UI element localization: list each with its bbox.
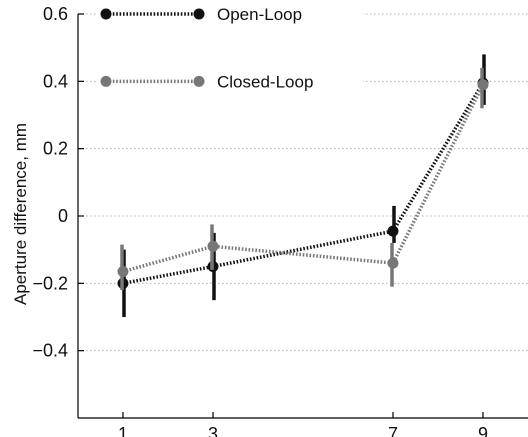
x-tick-label-0: 1: [118, 424, 128, 437]
legend: Open-Loop Closed-Loop: [98, 2, 363, 94]
y-tick-label-0: −0.4: [32, 341, 68, 361]
y-tick-label-3: 0.2: [43, 139, 68, 159]
data-point-0-2: [387, 225, 399, 237]
legend-marker-start-1: [100, 75, 112, 87]
y-tick-label-4: 0.4: [43, 71, 68, 91]
legend-background-0: [98, 2, 363, 26]
legend-marker-end-0: [193, 8, 205, 20]
legend-marker-start-0: [100, 8, 112, 20]
series-1: [117, 67, 489, 291]
x-tick-label-1: 3: [208, 424, 218, 437]
y-axis-label: Aperture difference, mm: [11, 123, 30, 305]
grid-lines: [78, 13, 528, 352]
data-point-1-1: [207, 240, 219, 252]
x-tick-label-2: 7: [388, 424, 398, 437]
legend-entry-0: Open-Loop: [98, 2, 363, 26]
data-point-1-0: [117, 266, 129, 278]
legend-label-0: Open-Loop: [217, 5, 302, 24]
legend-entry-1: Closed-Loop: [98, 69, 363, 94]
legend-label-1: Closed-Loop: [217, 72, 313, 91]
tick-labels: −0.4 −0.2 0 0.2 0.4 0.6 1 3 7 9: [32, 4, 488, 437]
x-tick-label-3: 9: [478, 424, 488, 437]
series-line-1: [122, 83, 485, 274]
y-tick-label-1: −0.2: [32, 273, 68, 293]
legend-background-1: [98, 69, 363, 94]
series-layer: [117, 54, 489, 317]
data-point-1-3: [477, 79, 489, 91]
data-point-1-2: [387, 257, 399, 269]
series-line-0: [122, 82, 485, 286]
y-tick-label-5: 0.6: [43, 4, 68, 24]
y-tick-label-2: 0: [58, 206, 68, 226]
legend-marker-end-1: [193, 75, 205, 87]
